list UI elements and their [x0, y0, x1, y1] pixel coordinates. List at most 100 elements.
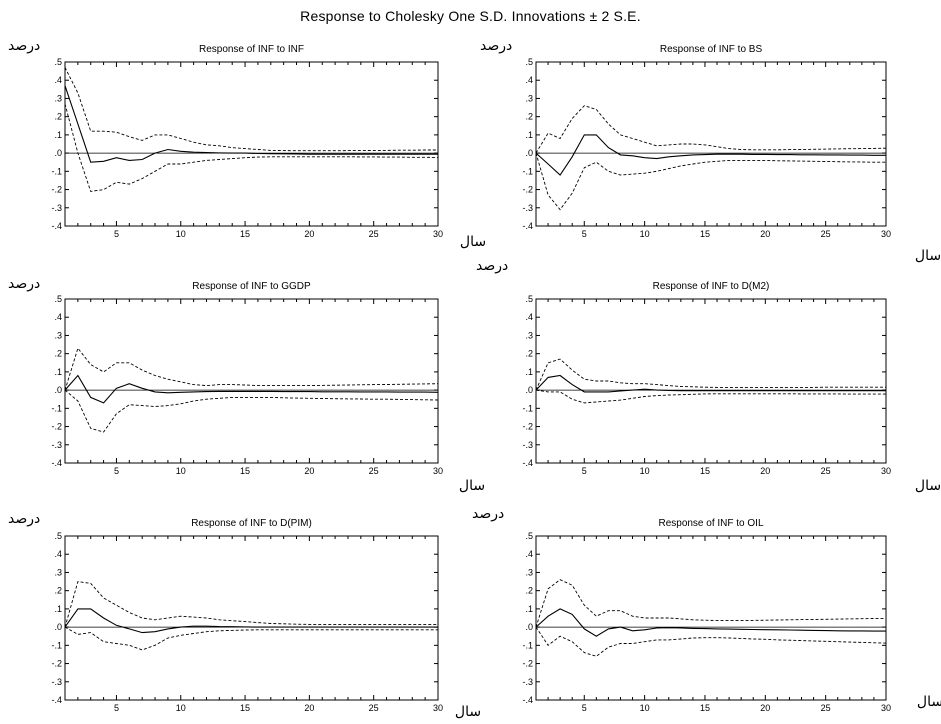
panel-title: Response of INF to OIL	[658, 518, 763, 529]
x-tick-label: 20	[760, 466, 770, 476]
y-tick-label: .5	[525, 57, 533, 67]
x-tick-label: 10	[176, 466, 186, 476]
y-tick-label: .3	[525, 567, 533, 577]
y-tick-label: .3	[54, 93, 62, 103]
y-tick-label: .0	[525, 622, 533, 632]
x-tick-label: 30	[881, 229, 891, 239]
irf-panel: Response of INF to D(M2) .5 .4 .3 .2 .1 .0 -.1 -…	[476, 258, 941, 494]
panel-title: Response of INF to D(M2)	[653, 281, 770, 292]
panel-title: Response of INF to BS	[660, 44, 763, 55]
y-tick-label: -.1	[51, 403, 62, 413]
y-tick-label: .5	[525, 531, 533, 541]
x-tick-label: 5	[114, 229, 119, 239]
irf-panel: Response of INF to BS .5 .4 .3 .2 .1 .0 -.1 -.2 -…	[480, 38, 941, 264]
x-tick-label: 30	[881, 703, 891, 713]
response-line	[535, 608, 886, 637]
lower-band-line	[535, 152, 886, 211]
y-tick-label: -.1	[51, 640, 62, 650]
x-tick-label: 10	[176, 229, 186, 239]
y-unit-label: درصد	[8, 511, 40, 527]
x-tick-label: 10	[640, 466, 650, 476]
y-tick-label: -.1	[522, 166, 533, 176]
y-tick-label: .5	[54, 57, 62, 67]
y-tick-label: .3	[54, 330, 62, 340]
y-tick-label: -.4	[51, 695, 62, 705]
x-unit-label: سال	[455, 704, 481, 720]
y-tick-label: -.3	[522, 677, 533, 687]
y-tick-label: -.3	[51, 440, 62, 450]
y-tick-label: .3	[525, 330, 533, 340]
response-line	[64, 85, 438, 163]
y-tick-label: .0	[54, 385, 62, 395]
y-tick-label: .2	[54, 586, 62, 596]
x-tick-label: 15	[700, 229, 710, 239]
x-unit-label: سال	[915, 478, 941, 494]
x-tick-label: 5	[582, 229, 587, 239]
y-unit-label: درصد	[8, 38, 40, 54]
lower-band-line	[64, 389, 439, 433]
x-tick-label: 20	[760, 703, 770, 713]
y-tick-label: .4	[54, 312, 62, 322]
y-tick-label: .2	[525, 586, 533, 596]
y-tick-label: .1	[54, 604, 62, 614]
upper-band-line	[64, 67, 438, 152]
upper-band-line	[535, 579, 887, 628]
x-tick-label: 15	[240, 703, 250, 713]
y-tick-label: .2	[525, 349, 533, 359]
y-tick-label: .2	[54, 349, 62, 359]
x-tick-label: 30	[881, 466, 891, 476]
upper-band-line	[64, 581, 438, 628]
x-unit-label: سال	[917, 694, 941, 710]
irf-panel: Response of INF to GGDP .5 .4 .3 .2 .1 .0 -.1 -.…	[8, 276, 485, 494]
y-tick-label: .5	[525, 294, 533, 304]
y-tick-label: .4	[525, 75, 533, 85]
y-tick-label: -.1	[51, 166, 62, 176]
x-unit-label: سال	[459, 478, 485, 494]
x-tick-label: 15	[240, 466, 250, 476]
irf-panel: Response of INF to INF .5 .4 .3 .2 .1 .0 -.1 -.2…	[8, 38, 486, 250]
y-tick-label: -.3	[522, 203, 533, 213]
y-tick-label: .3	[525, 93, 533, 103]
y-tick-label: -.1	[522, 403, 533, 413]
y-tick-label: -.1	[522, 640, 533, 650]
x-tick-label: 20	[304, 466, 314, 476]
x-tick-label: 5	[582, 703, 587, 713]
panel-title: Response of INF to D(PIM)	[191, 518, 312, 529]
lower-band-line	[64, 103, 439, 192]
x-tick-label: 5	[582, 466, 587, 476]
irf-panel: Response of INF to OIL .5 .4 .3 .2 .1 .0 -.1 -.2…	[472, 506, 941, 713]
y-tick-label: -.3	[51, 677, 62, 687]
irf-panel: Response of INF to D(PIM) .5 .4 .3 .2 .1 .0 -.1…	[8, 511, 481, 720]
x-tick-label: 5	[114, 703, 119, 713]
lower-band-line	[535, 626, 887, 657]
response-line	[535, 374, 886, 393]
y-tick-label: -.4	[522, 221, 533, 231]
x-tick-label: 25	[369, 703, 379, 713]
y-tick-label: -.2	[522, 659, 533, 669]
y-tick-label: -.4	[51, 221, 62, 231]
x-tick-label: 15	[240, 229, 250, 239]
x-unit-label: سال	[915, 248, 941, 264]
x-tick-label: 30	[433, 229, 443, 239]
y-tick-label: .5	[54, 294, 62, 304]
y-tick-label: .0	[54, 622, 62, 632]
plot-frame	[535, 61, 887, 227]
x-tick-label: 10	[176, 703, 186, 713]
x-tick-label: 5	[114, 466, 119, 476]
lower-band-line	[535, 389, 886, 404]
response-line	[64, 374, 439, 404]
plot-frame	[535, 535, 887, 701]
y-tick-label: -.2	[522, 422, 533, 432]
y-tick-label: .0	[525, 385, 533, 395]
x-tick-label: 30	[433, 466, 443, 476]
y-unit-label: درصد	[472, 506, 504, 522]
y-tick-label: .1	[54, 367, 62, 377]
plot-frame	[535, 298, 887, 464]
y-unit-label: درصد	[476, 258, 508, 274]
x-tick-label: 25	[369, 229, 379, 239]
y-tick-label: .4	[54, 75, 62, 85]
x-tick-label: 20	[304, 229, 314, 239]
upper-band-line	[535, 105, 887, 154]
x-tick-label: 10	[640, 229, 650, 239]
response-line	[535, 134, 886, 176]
